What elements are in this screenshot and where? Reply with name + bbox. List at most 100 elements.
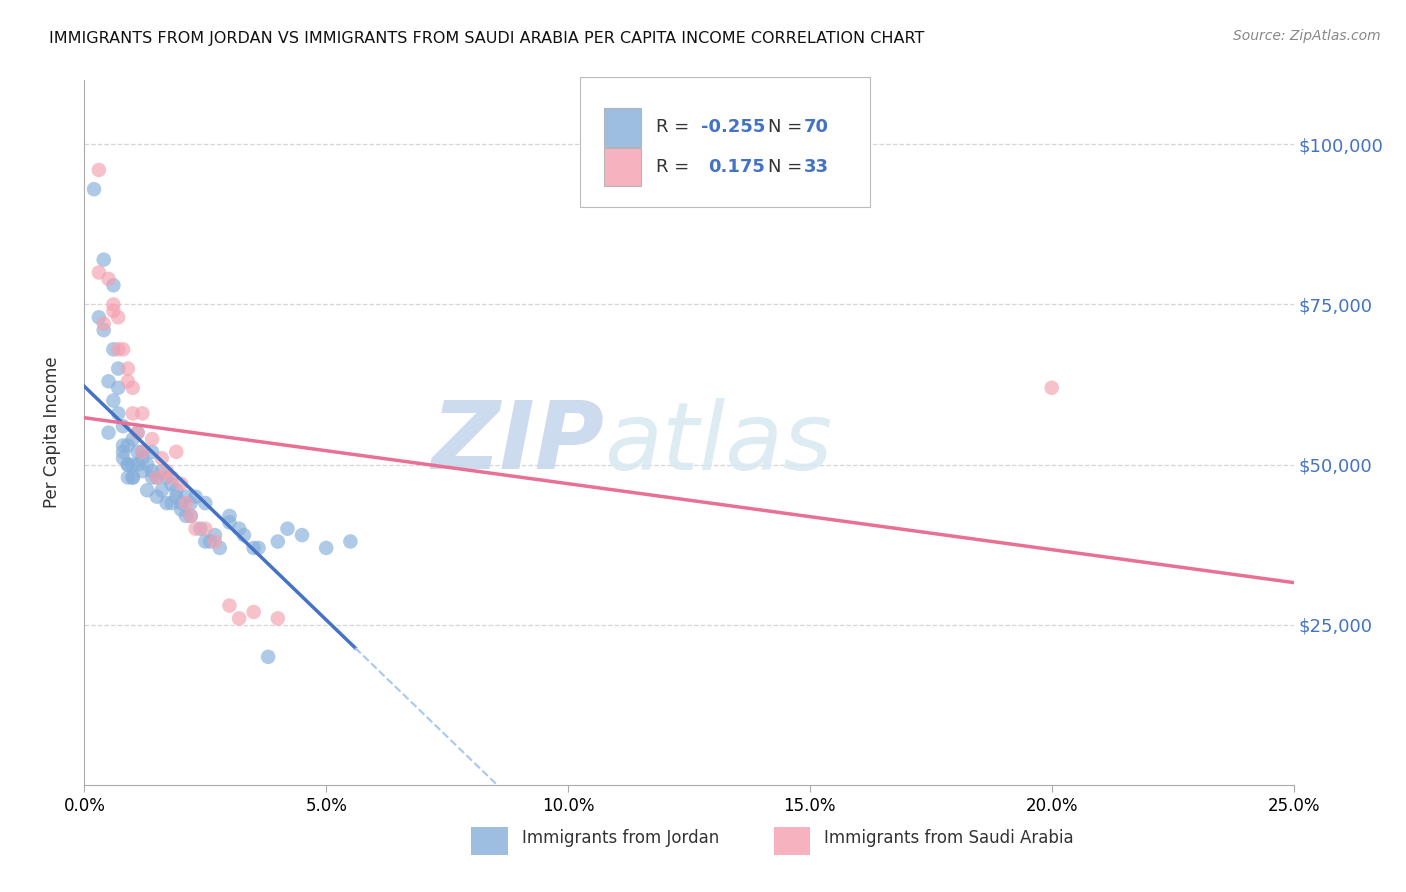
Point [121, 470, 143, 484]
Point [150, 464, 173, 478]
Point [127, 425, 149, 440]
Point [107, 310, 129, 325]
Point [131, 406, 153, 420]
Point [141, 470, 163, 484]
Point [87, 265, 110, 279]
Point [204, 534, 226, 549]
FancyBboxPatch shape [471, 827, 508, 855]
FancyBboxPatch shape [581, 77, 870, 207]
Point [87, 163, 110, 178]
Point [83, 182, 105, 196]
Point [93, 323, 115, 337]
Point [194, 522, 217, 536]
Point [198, 534, 221, 549]
Text: atlas: atlas [605, 398, 832, 489]
Point [165, 483, 187, 498]
Point [155, 496, 177, 510]
Point [146, 470, 169, 484]
Point [121, 381, 143, 395]
Point [97, 425, 120, 440]
Point [136, 483, 159, 498]
Point [141, 445, 163, 459]
Point [155, 464, 177, 478]
Point [160, 496, 183, 510]
Text: 33: 33 [804, 158, 828, 176]
Text: IMMIGRANTS FROM JORDAN VS IMMIGRANTS FROM SAUDI ARABIA PER CAPITA INCOME CORRELA: IMMIGRANTS FROM JORDAN VS IMMIGRANTS FRO… [49, 31, 925, 46]
Point [194, 496, 217, 510]
Text: Source: ZipAtlas.com: Source: ZipAtlas.com [1233, 29, 1381, 43]
Point [131, 464, 153, 478]
Point [117, 458, 139, 472]
Point [184, 522, 207, 536]
Point [194, 534, 217, 549]
Point [141, 464, 163, 478]
Point [87, 310, 110, 325]
Point [127, 445, 149, 459]
Point [204, 528, 226, 542]
Point [218, 508, 240, 523]
Point [131, 445, 153, 459]
Point [107, 343, 129, 357]
Point [127, 425, 149, 440]
Point [146, 470, 169, 484]
Point [97, 272, 120, 286]
Point [170, 496, 193, 510]
Point [97, 375, 120, 389]
FancyBboxPatch shape [605, 147, 641, 186]
Point [155, 470, 177, 484]
Text: ZIP: ZIP [432, 397, 605, 489]
Point [160, 476, 183, 491]
Point [242, 541, 264, 555]
Point [1040, 381, 1063, 395]
Point [103, 297, 125, 311]
Point [228, 611, 250, 625]
Point [146, 490, 169, 504]
Point [170, 502, 193, 516]
Point [136, 458, 159, 472]
FancyBboxPatch shape [773, 827, 810, 855]
Point [150, 451, 173, 466]
Point [339, 534, 361, 549]
Point [242, 605, 264, 619]
Point [165, 490, 187, 504]
Point [190, 522, 212, 536]
Point [184, 490, 207, 504]
Point [131, 451, 153, 466]
Point [218, 516, 240, 530]
Point [218, 599, 240, 613]
Y-axis label: Per Capita Income: Per Capita Income [42, 357, 60, 508]
Text: N =: N = [768, 158, 807, 176]
Point [276, 522, 298, 536]
Point [93, 252, 115, 267]
Point [267, 611, 290, 625]
Text: R =: R = [657, 158, 696, 176]
Point [160, 470, 183, 484]
Point [117, 458, 139, 472]
Point [103, 304, 125, 318]
Point [180, 508, 202, 523]
Text: N =: N = [768, 119, 807, 136]
Point [112, 438, 135, 452]
Point [150, 483, 173, 498]
Point [112, 419, 135, 434]
Point [117, 470, 139, 484]
Point [121, 406, 143, 420]
Point [117, 438, 139, 452]
Text: 0.175: 0.175 [709, 158, 765, 176]
Point [267, 534, 290, 549]
Point [315, 541, 337, 555]
Point [107, 381, 129, 395]
Point [112, 343, 135, 357]
Point [127, 458, 149, 472]
Point [174, 496, 197, 510]
Point [103, 393, 125, 408]
Text: R =: R = [657, 119, 696, 136]
Point [117, 361, 139, 376]
Point [93, 317, 115, 331]
Text: Immigrants from Saudi Arabia: Immigrants from Saudi Arabia [824, 829, 1074, 847]
Point [121, 432, 143, 446]
Point [174, 508, 197, 523]
Point [131, 445, 153, 459]
Text: Immigrants from Jordan: Immigrants from Jordan [522, 829, 720, 847]
Point [233, 528, 256, 542]
